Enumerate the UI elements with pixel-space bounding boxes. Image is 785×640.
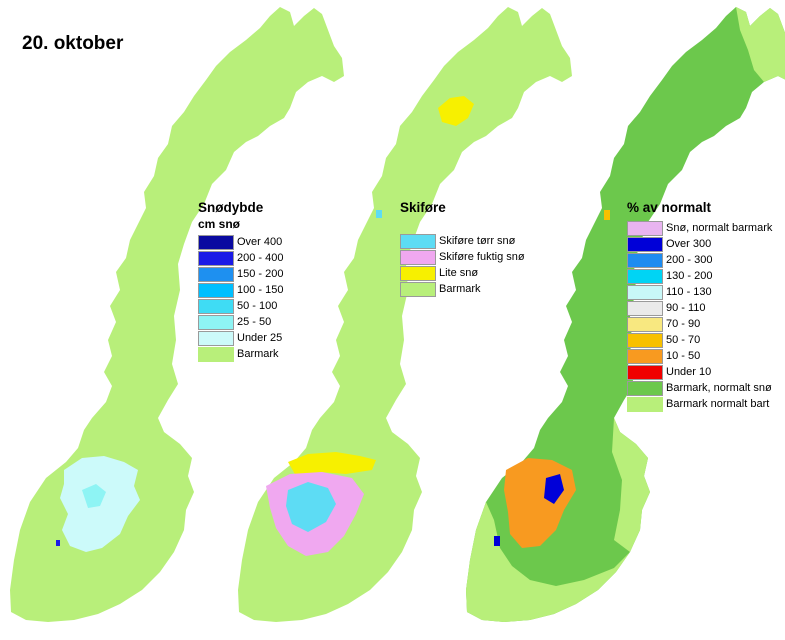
- snow-depth-map: [10, 7, 344, 622]
- snow-depth-legend-subtitle: cm snø: [198, 217, 241, 231]
- legend-swatch: [627, 316, 663, 332]
- mid-normal-spot: [604, 210, 610, 220]
- legend-swatch: [400, 281, 436, 297]
- legend-item: 70 - 90: [627, 316, 772, 332]
- ski-dry-spot: [376, 210, 382, 218]
- legend-item: Snø, normalt barmark: [627, 220, 772, 236]
- legend-item: Under 25: [198, 330, 283, 346]
- legend-item: 50 - 100: [198, 298, 283, 314]
- legend-item: 50 - 70: [627, 332, 772, 348]
- legend-swatch: [627, 268, 663, 284]
- legend-label: Under 10: [666, 366, 712, 378]
- legend-item: Under 10: [627, 364, 772, 380]
- legend-label: 50 - 100: [237, 300, 278, 312]
- legend-swatch: [627, 348, 663, 364]
- legend-swatch: [198, 250, 234, 266]
- legend-label: 200 - 400: [237, 252, 284, 264]
- legend-label: Barmark, normalt snø: [666, 382, 772, 394]
- legend-label: 50 - 70: [666, 334, 701, 346]
- legend-label: 25 - 50: [237, 316, 272, 328]
- legend-item: 90 - 110: [627, 300, 772, 316]
- legend-swatch: [198, 346, 234, 362]
- legend-label: Snø, normalt barmark: [666, 222, 773, 234]
- percent-of-normal-legend: % av normalt Snø, normalt barmark Over 3…: [627, 199, 772, 412]
- legend-swatch: [400, 265, 436, 281]
- legend-swatch: [627, 220, 663, 236]
- legend-label: Over 400: [237, 236, 283, 248]
- normal-bare-east: [612, 418, 650, 552]
- legend-label: Under 25: [237, 332, 283, 344]
- percent-of-normal-map: [466, 7, 785, 622]
- legend-item: 10 - 50: [627, 348, 772, 364]
- legend-label: Barmark: [237, 348, 279, 360]
- legend-label: 200 - 300: [666, 254, 713, 266]
- legend-label: 100 - 150: [237, 284, 284, 296]
- legend-label: Over 300: [666, 238, 712, 250]
- legend-swatch: [627, 396, 663, 412]
- legend-swatch: [198, 266, 234, 282]
- legend-swatch: [627, 236, 663, 252]
- legend-item: Lite snø: [400, 265, 525, 281]
- legend-item: Over 300: [627, 236, 772, 252]
- legend-label: Skiføre tørr snø: [439, 235, 516, 247]
- legend-label: Barmark normalt bart: [666, 398, 770, 410]
- little-snow-north: [438, 96, 474, 126]
- snow-depth-legend-title: Snødybde: [198, 200, 264, 215]
- legend-swatch: [627, 252, 663, 268]
- legend-item: Barmark normalt bart: [627, 396, 772, 412]
- date-title: 20. oktober: [22, 33, 124, 54]
- legend-label: 90 - 110: [666, 302, 706, 314]
- legend-item: Barmark: [198, 346, 283, 362]
- legend-item: Skiføre tørr snø: [400, 233, 525, 249]
- legend-swatch: [627, 300, 663, 316]
- legend-item: 150 - 200: [198, 266, 283, 282]
- snow-area-medium: [82, 484, 106, 508]
- legend-swatch: [627, 380, 663, 396]
- legend-item: 25 - 50: [198, 314, 283, 330]
- legend-item: 100 - 150: [198, 282, 283, 298]
- legend-label: Skiføre fuktig snø: [439, 251, 525, 263]
- legend-swatch: [198, 234, 234, 250]
- little-snow-south: [288, 452, 376, 476]
- legend-item: 110 - 130: [627, 284, 772, 300]
- legend-swatch: [627, 284, 663, 300]
- legend-label: Barmark: [439, 283, 481, 295]
- ski-dry-area: [286, 482, 336, 532]
- legend-swatch: [627, 332, 663, 348]
- legend-label: Lite snø: [439, 267, 479, 279]
- legend-swatch: [198, 330, 234, 346]
- legend-item: Over 400: [198, 234, 283, 250]
- ski-conditions-legend-title: Skiføre: [400, 200, 446, 215]
- normal-bare-north: [736, 7, 785, 82]
- ski-conditions-map: [238, 7, 572, 622]
- legend-item: 200 - 400: [198, 250, 283, 266]
- legend-label: 70 - 90: [666, 318, 701, 330]
- legend-swatch: [198, 298, 234, 314]
- legend-item: 130 - 200: [627, 268, 772, 284]
- above-normal-area: [544, 474, 564, 504]
- legend-swatch: [627, 364, 663, 380]
- legend-label: 110 - 130: [666, 286, 712, 298]
- percent-of-normal-legend-title: % av normalt: [627, 200, 712, 215]
- legend-item: Barmark, normalt snø: [627, 380, 772, 396]
- normal-bare-south-coast: [466, 502, 630, 622]
- legend-item: Barmark: [400, 281, 525, 297]
- legend-item: Skiføre fuktig snø: [400, 249, 525, 265]
- legend-swatch: [198, 282, 234, 298]
- legend-label: 10 - 50: [666, 350, 701, 362]
- ski-conditions-legend: Skiføre Skiføre tørr snø Skiføre fuktig …: [400, 199, 525, 297]
- snow-deep-spot: [56, 540, 60, 546]
- legend-swatch: [400, 249, 436, 265]
- legend-swatch: [198, 314, 234, 330]
- above-normal-spot: [494, 536, 500, 546]
- legend-swatch: [400, 233, 436, 249]
- snow-depth-legend: Snødybde cm snø Over 400 200 - 400 150 -…: [198, 199, 283, 362]
- legend-label: 130 - 200: [666, 270, 713, 282]
- legend-item: 200 - 300: [627, 252, 772, 268]
- legend-label: 150 - 200: [237, 268, 284, 280]
